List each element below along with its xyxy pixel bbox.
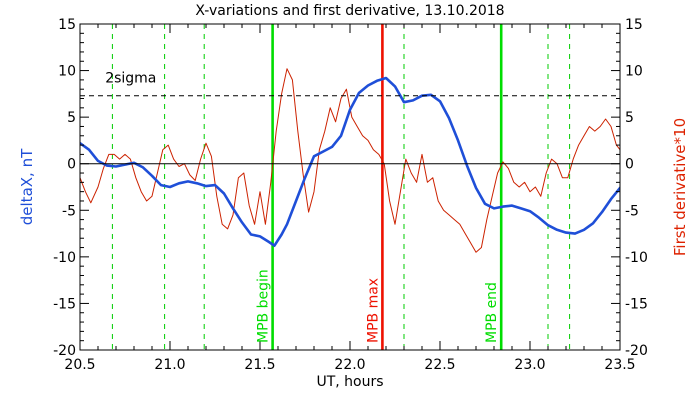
y-left-tick-label: 0 (67, 157, 76, 173)
reference-lines (80, 95, 620, 165)
y-left-tick-label: 10 (58, 64, 76, 80)
y-left-axis-label: deltaX, nT (18, 148, 36, 225)
mpb-marker-label: MPB begin (256, 269, 272, 343)
y-left-tick-label: -5 (62, 203, 76, 219)
x-tick-label: 20.5 (64, 357, 95, 373)
x-tick-label: 23.5 (604, 357, 635, 373)
y-right-tick-label: -5 (625, 203, 639, 219)
x-tick-label: 22.0 (334, 357, 365, 373)
series-lines (80, 68, 620, 253)
y-left-tick-label: 5 (67, 110, 76, 126)
deltax-series-line (80, 76, 620, 247)
y-right-axis-label: First derivative*10 (671, 118, 689, 256)
y-right-tick-label: -15 (625, 296, 648, 312)
x-tick-label: 23.0 (514, 357, 545, 373)
mpb-marker-label: MPB end (484, 282, 500, 343)
y-left-tick-label: 15 (58, 17, 76, 33)
chart-title: X-variations and first derivative, 13.10… (195, 3, 504, 19)
y-left-tick-label: -20 (53, 343, 76, 359)
x-axis-ticks: 20.5 21.0 21.5 22.0 22.5 23.0 23.5 (64, 24, 636, 373)
x-tick-label: 21.5 (244, 357, 275, 373)
x-tick-label: 22.5 (424, 357, 455, 373)
mpb-marker-label: MPB max (365, 278, 381, 343)
y-right-tick-label: 15 (625, 17, 643, 33)
derivative-series-line (80, 68, 620, 253)
y-right-tick-label: -10 (625, 250, 648, 266)
y-left-tick-label: -15 (53, 296, 76, 312)
y-left-tick-label: -10 (53, 250, 76, 266)
marker-labels: MPB begin MPB max MPB end (256, 269, 501, 343)
threshold-label: 2sigma (105, 71, 156, 87)
y-left-ticks: -20 -15 -10 -5 0 5 10 15 (53, 17, 89, 359)
y-right-ticks: -20 -15 -10 -5 0 5 10 15 (611, 17, 648, 359)
x-tick-label: 21.0 (154, 357, 185, 373)
vertical-markers (111, 24, 571, 350)
y-right-tick-label: 5 (625, 110, 634, 126)
y-right-tick-label: -20 (625, 343, 648, 359)
y-right-tick-label: 0 (625, 157, 634, 173)
y-right-tick-label: 10 (625, 64, 643, 80)
x-axis-label: UT, hours (316, 374, 383, 390)
